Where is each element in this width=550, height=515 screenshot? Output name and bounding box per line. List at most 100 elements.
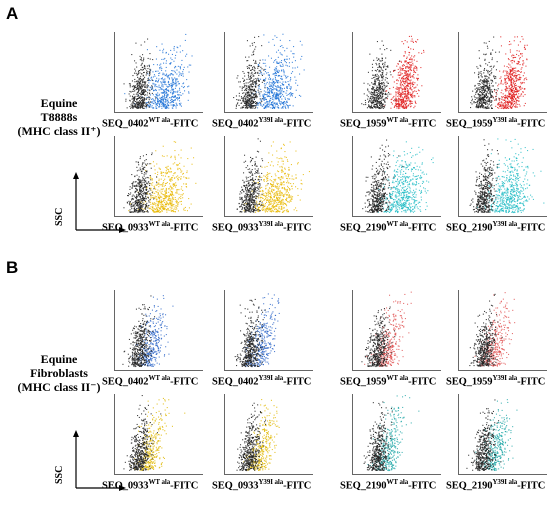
scatter-point — [173, 49, 175, 51]
scatter-point — [164, 202, 166, 204]
scatter-point — [164, 92, 166, 94]
plot-label: SEQ_0402WT ala-FITC — [102, 116, 198, 130]
scatter-point — [405, 71, 407, 73]
scatter-point — [145, 188, 147, 190]
scatter-point — [265, 185, 267, 187]
scatter-point — [180, 176, 182, 178]
scatter-point — [522, 91, 524, 93]
scatter-point — [139, 196, 141, 198]
scatter-point — [287, 106, 289, 108]
scatter-point — [162, 198, 164, 200]
scatter-point — [138, 164, 140, 166]
scatter-point — [135, 196, 137, 198]
scatter-point — [170, 198, 172, 200]
scatter-point — [508, 94, 510, 96]
scatter-point — [371, 102, 373, 104]
scatter-point — [286, 87, 288, 89]
scatter-point — [154, 195, 156, 197]
scatter-point — [264, 166, 266, 168]
scatter-point — [483, 107, 485, 109]
scatter-point — [141, 105, 143, 107]
scatter-point — [169, 206, 171, 208]
scatter-point — [274, 60, 276, 62]
scatter-point — [153, 74, 155, 76]
scatter-point — [375, 98, 377, 100]
scatter-point — [390, 107, 392, 109]
scatter-point — [479, 83, 481, 85]
scatter-point — [295, 89, 297, 91]
scatter-point — [164, 184, 166, 186]
scatter-point — [290, 77, 292, 79]
scatter-point — [139, 88, 141, 90]
scatter-point — [397, 74, 399, 76]
scatter-point — [241, 86, 243, 88]
scatter-point — [517, 90, 519, 92]
scatter-point — [368, 104, 370, 106]
scatter-point — [247, 67, 249, 69]
scatter-point — [287, 75, 289, 77]
scatter-point — [170, 92, 172, 94]
scatter-point — [257, 104, 259, 106]
scatter-point — [386, 72, 388, 74]
scatter-point — [381, 82, 383, 84]
scatter-point — [163, 48, 165, 50]
scatter-point — [400, 69, 402, 71]
scatter-point — [395, 95, 397, 97]
scatter-point — [390, 74, 392, 76]
scatter-point — [406, 56, 408, 58]
scatter-point — [411, 83, 413, 85]
scatter-point — [252, 97, 254, 99]
scatter-point — [126, 202, 128, 204]
scatter-point — [395, 88, 397, 90]
scatter-point — [282, 91, 284, 93]
scatter-point — [371, 88, 373, 90]
scatter-point — [406, 93, 408, 95]
scatter-point — [136, 80, 138, 82]
scatter-point — [140, 205, 142, 207]
scatter-point — [162, 194, 164, 196]
scatter-point — [484, 99, 486, 101]
scatter-point — [157, 171, 159, 173]
scatter-point — [140, 181, 142, 183]
scatter-point — [478, 80, 480, 82]
scatter-point — [408, 73, 410, 75]
scatter-point — [257, 63, 259, 65]
scatter-point — [160, 188, 162, 190]
scatter-point — [272, 89, 274, 91]
scatter-point — [401, 73, 403, 75]
scatter-point — [253, 93, 255, 95]
scatter-point — [250, 80, 252, 82]
scatter-point — [143, 102, 145, 104]
scatter-point — [406, 82, 408, 84]
scatter-point — [141, 85, 143, 87]
scatter-point — [278, 198, 280, 200]
scatter-point — [129, 106, 131, 108]
scatter-point — [250, 94, 252, 96]
scatter-point — [494, 99, 496, 101]
scatter-point — [191, 55, 193, 57]
scatter-point — [149, 68, 151, 70]
scatter-point — [276, 88, 278, 90]
scatter-point — [270, 201, 272, 203]
scatter-point — [141, 172, 143, 174]
scatter-point — [287, 211, 289, 213]
scatter-point — [264, 87, 266, 89]
scatter-point — [152, 209, 154, 211]
scatter-point — [135, 93, 137, 95]
scatter-point — [509, 87, 511, 89]
scatter-point — [278, 99, 280, 101]
scatter-point — [272, 83, 274, 85]
scatter-point — [374, 76, 376, 78]
scatter-point — [177, 210, 179, 212]
scatter-point — [168, 85, 170, 87]
scatter-point — [411, 96, 413, 98]
scatter-point — [162, 182, 164, 184]
scatter-point — [179, 72, 181, 74]
scatter-point — [147, 85, 149, 87]
scatter-point — [284, 98, 286, 100]
scatter-point — [143, 208, 145, 210]
scatter-point — [173, 101, 175, 103]
scatter-point — [509, 79, 511, 81]
scatter-point — [408, 79, 410, 81]
scatter-point — [488, 73, 490, 75]
